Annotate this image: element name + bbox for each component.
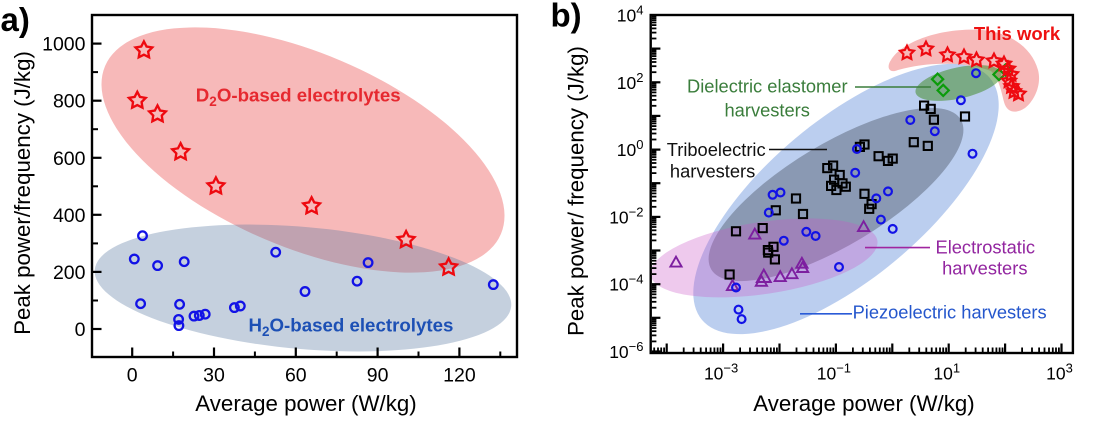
svg-text:Piezoelectric harvesters: Piezoelectric harvesters [853,302,1047,323]
svg-text:30: 30 [203,364,225,386]
svg-text:D2O-based electrolytes: D2O-based electrolytes [196,85,401,110]
svg-text:120: 120 [443,364,476,386]
svg-text:H2O-based electrolytes: H2O-based electrolytes [249,315,454,340]
svg-text:a): a) [1,1,30,38]
svg-text:0: 0 [127,364,138,386]
svg-text:60: 60 [285,364,307,386]
svg-text:Triboelectric: Triboelectric [667,139,766,160]
svg-text:0: 0 [75,319,86,341]
svg-text:b): b) [551,0,582,34]
svg-text:harvesters: harvesters [942,258,1027,279]
svg-text:Dielectric elastomer: Dielectric elastomer [687,76,848,97]
svg-text:harvesters: harvesters [670,160,755,181]
svg-text:Electrostatic: Electrostatic [936,237,1036,258]
svg-text:Average power (W/kg): Average power (W/kg) [195,391,416,416]
svg-text:Average power (W/kg): Average power (W/kg) [753,391,974,416]
svg-text:Peak power/frequency (J/kg): Peak power/frequency (J/kg) [10,51,35,335]
svg-text:harvesters: harvesters [725,100,810,121]
svg-text:200: 200 [53,262,86,284]
svg-text:This work: This work [974,23,1061,44]
svg-text:90: 90 [367,364,389,386]
svg-text:1000: 1000 [42,34,86,56]
svg-text:400: 400 [53,205,86,227]
svg-text:Peak power/ frequency (J/kg): Peak power/ frequency (J/kg) [564,46,589,336]
svg-text:600: 600 [53,148,86,170]
svg-text:800: 800 [53,91,86,113]
